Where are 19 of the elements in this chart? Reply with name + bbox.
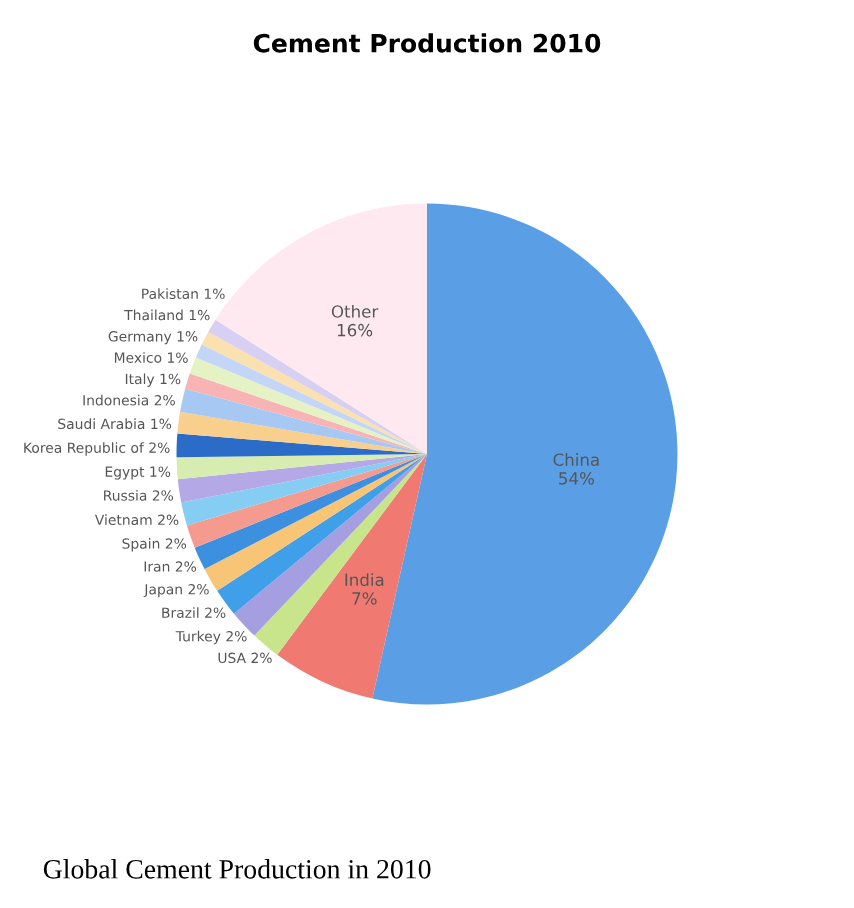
- data-label: 54%: [559, 472, 594, 485]
- pie-slice: [186, 454, 427, 548]
- pie-slice: [177, 454, 427, 503]
- slice-label: India: [345, 573, 384, 587]
- pie-slice: [176, 454, 427, 480]
- pie-slice: [181, 454, 427, 526]
- pie-slice: [176, 433, 427, 458]
- text: Global Cement Production in 2010: [43, 859, 431, 879]
- pie-slice: [180, 388, 427, 454]
- pie-slice: [277, 454, 427, 699]
- pie-slice: [254, 454, 427, 655]
- slice-label: China: [553, 453, 599, 466]
- pie-slice: [177, 411, 427, 454]
- pie-slice: [185, 373, 427, 454]
- data-label: 7%: [352, 592, 377, 605]
- data-label: 16%: [337, 323, 373, 337]
- slice-label: Other: [331, 304, 379, 318]
- chart-title: Cement Production 2010: [253, 33, 601, 53]
- pie-slice: [194, 454, 427, 570]
